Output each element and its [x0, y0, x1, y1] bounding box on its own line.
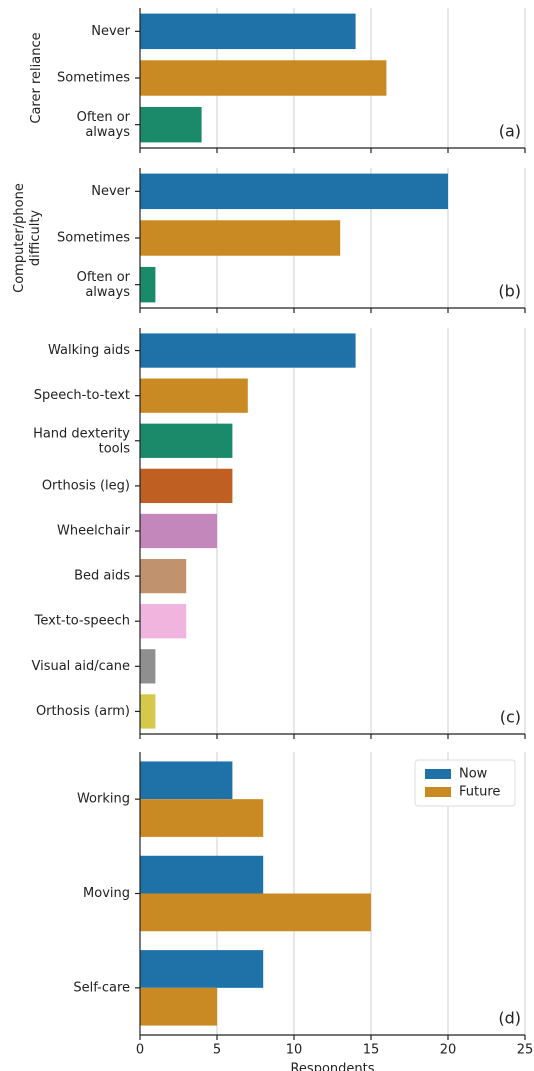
y-tick-label: Moving: [83, 886, 130, 901]
y-tick-label: Walking aids: [48, 343, 130, 358]
x-tick-label: 0: [136, 1043, 144, 1058]
y-tick-label: Self-care: [73, 980, 130, 995]
bar: [140, 13, 356, 50]
bar: [140, 987, 217, 1026]
bar: [140, 106, 202, 143]
panel-label: (b): [498, 282, 521, 301]
y-tick-label: Bed aids: [74, 569, 130, 584]
y-tick-label: Never: [91, 24, 130, 39]
y-axis-label: Computer/phonedifficulty: [12, 183, 43, 293]
bar: [140, 694, 156, 729]
bar: [140, 513, 217, 549]
y-tick-label: Often or always: [77, 270, 131, 300]
bar: [140, 378, 248, 413]
y-tick-label: Orthosis (leg): [42, 478, 130, 493]
legend-swatch: [425, 769, 451, 779]
bar: [140, 266, 156, 303]
bar: [140, 423, 233, 458]
x-tick-label: 20: [440, 1043, 457, 1058]
panel-label: (d): [498, 1009, 521, 1028]
x-axis-label: Respondents: [290, 1062, 374, 1071]
legend-label: Now: [459, 767, 488, 782]
y-tick-label: Speech-to-text: [34, 388, 130, 403]
bar: [140, 173, 448, 210]
bar: [140, 60, 387, 96]
legend-swatch: [425, 787, 451, 797]
panel-label: (a): [499, 122, 521, 141]
bar: [140, 649, 156, 684]
y-tick-label: Working: [77, 792, 130, 807]
panel-label: (c): [500, 708, 521, 727]
y-tick-label: Text-to-speech: [34, 614, 130, 629]
bar: [140, 950, 264, 988]
bar: [140, 333, 356, 368]
legend-label: Future: [459, 785, 500, 800]
y-tick-label: Sometimes: [57, 71, 130, 86]
x-tick-label: 10: [286, 1043, 303, 1058]
y-tick-label: Sometimes: [57, 231, 130, 246]
bar: [140, 558, 187, 594]
x-tick-label: 5: [213, 1043, 221, 1058]
bar: [140, 604, 187, 639]
x-tick-label: 25: [517, 1043, 534, 1058]
y-tick-label: Wheelchair: [57, 524, 131, 539]
y-tick-label: Hand dexterity tools: [33, 426, 130, 456]
bar: [140, 855, 264, 894]
x-tick-label: 15: [363, 1043, 380, 1058]
y-axis-label: Carer reliance: [29, 32, 44, 123]
bar: [140, 799, 264, 837]
bar: [140, 893, 371, 932]
bar: [140, 468, 233, 504]
y-tick-label: Orthosis (arm): [36, 704, 130, 719]
bar: [140, 220, 341, 256]
y-tick-label: Never: [91, 184, 130, 199]
bar: [140, 761, 233, 800]
y-tick-label: Visual aid/cane: [31, 659, 130, 674]
y-tick-label: Often or always: [77, 110, 131, 140]
